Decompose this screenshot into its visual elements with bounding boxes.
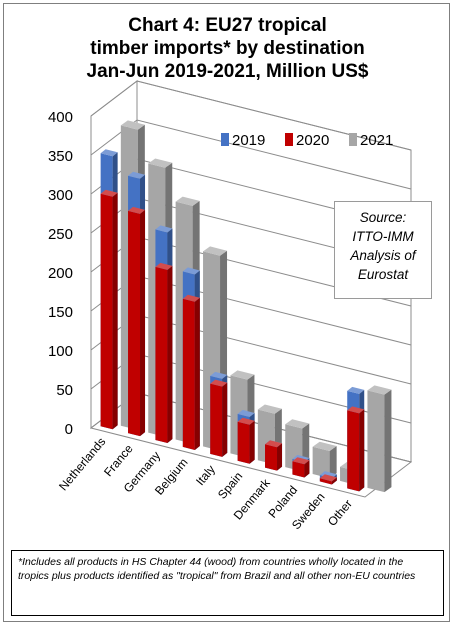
bar-2019-top	[237, 409, 255, 417]
gridline	[90, 119, 412, 190]
chart-title-line-3: Jan-Jun 2019-2021, Million US$	[86, 61, 369, 82]
bar-2019-top	[182, 267, 200, 275]
y-tick-label: 250	[48, 226, 73, 243]
bar-2021-top	[312, 441, 337, 451]
bar-2020-side	[249, 420, 255, 464]
x-tick-label: Other	[325, 497, 355, 529]
y-tick-label: 350	[48, 148, 73, 165]
legend-label-2021: 2021	[360, 132, 393, 149]
bar-2020-top	[237, 417, 255, 425]
bar-2020-side	[112, 192, 118, 430]
bar-2020-front	[265, 444, 278, 471]
y-tick-label: 400	[48, 109, 73, 126]
bar-2019-top	[210, 371, 228, 379]
source-line-1: Source:	[359, 210, 407, 225]
x-tick-label: Italy	[193, 462, 218, 488]
bar-2020-front	[182, 298, 195, 450]
bar-2020-side	[359, 409, 365, 492]
bar-2019-top	[347, 386, 365, 394]
bar-2020-top	[100, 189, 118, 197]
bar-2020-top	[128, 206, 146, 214]
y-tick-label: 200	[48, 265, 73, 282]
bar-2019-top	[128, 171, 146, 179]
bar-2020-front	[128, 210, 141, 437]
bar-2021-front	[312, 446, 330, 479]
bar-2020-top	[182, 294, 200, 302]
bar-2020-side	[331, 477, 337, 485]
y-tick-label: 100	[48, 343, 73, 360]
bar-2021-top	[367, 385, 392, 395]
y-tick-label: 0	[65, 421, 73, 438]
y-tick-label: 150	[48, 304, 73, 321]
bar-2021-top	[257, 404, 282, 414]
bar-2021-top	[175, 196, 200, 206]
legend-swatch-2020	[285, 133, 293, 146]
legend-swatch-2019	[221, 133, 229, 146]
bar-2020-side	[222, 382, 228, 457]
bar-2019-top	[155, 225, 173, 233]
legend-swatch-2021	[349, 133, 357, 146]
chart-title-line-1: Chart 4: EU27 tropical	[128, 15, 327, 36]
bar-2020-top	[347, 406, 365, 414]
x-tick-label: Spain	[215, 469, 245, 502]
legend-label-2019: 2019	[232, 132, 265, 149]
gridline	[90, 80, 412, 151]
bar-2020-side	[140, 209, 146, 437]
source-line-2: ITTO-IMM	[352, 229, 414, 244]
bar-2020-front	[155, 266, 168, 444]
bar-2021-front	[367, 390, 385, 493]
bar-2020-front	[237, 421, 250, 464]
bar-2020-top	[265, 440, 283, 448]
chart-title-line-2: timber imports* by destination	[90, 38, 365, 59]
bar-2020-side	[194, 297, 200, 450]
bar-2020-side	[167, 265, 173, 444]
legend-label-2020: 2020	[296, 132, 329, 149]
source-line-4: Eurostat	[357, 267, 409, 282]
bar-2020-side	[277, 443, 283, 471]
bar-2020-front	[100, 193, 113, 430]
bar-2020-top	[155, 262, 173, 270]
bar-2021-top	[230, 370, 255, 380]
bar-2020-top	[210, 379, 228, 387]
bar-2021-side	[384, 389, 392, 493]
bar-2020-top	[319, 474, 337, 482]
bar-2021-top	[203, 246, 228, 256]
bar-2021-top	[120, 120, 145, 130]
bar-2021-top	[285, 419, 310, 429]
x-tick-label: Netherlands	[56, 435, 108, 494]
bar-2020-top	[292, 457, 310, 465]
bar-2020-front	[319, 478, 332, 485]
bar-2021-side	[329, 445, 337, 479]
bar-2020-front	[347, 410, 360, 492]
footnote: *Includes all products in HS Chapter 44 …	[11, 550, 444, 616]
bar-2020-front	[210, 383, 223, 457]
source-note-box: Source: ITTO-IMM Analysis of Eurostat	[334, 201, 432, 299]
bar-2021-top	[148, 158, 173, 168]
bar-2019-top	[100, 149, 118, 157]
y-tick-label: 50	[56, 382, 73, 399]
bar-2020-side	[304, 460, 310, 478]
bar-2020-front	[292, 461, 305, 478]
y-tick-label: 300	[48, 187, 73, 204]
source-line-3: Analysis of	[350, 248, 416, 263]
